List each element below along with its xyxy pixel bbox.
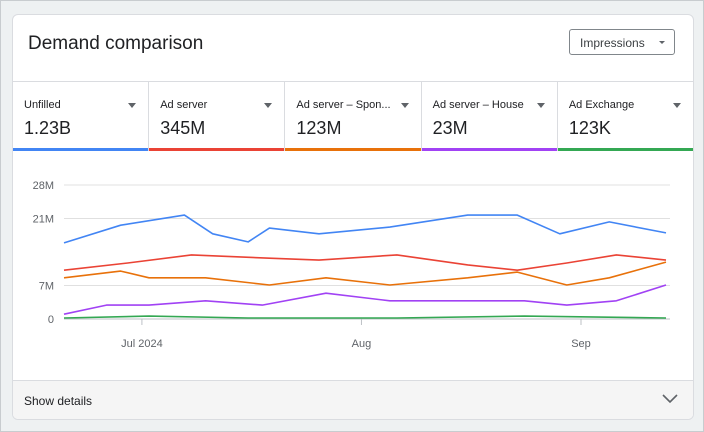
dropdown-arrow-icon[interactable]	[264, 103, 273, 108]
tab-value: 123M	[296, 118, 342, 138]
x-tick-label: Aug	[352, 338, 372, 350]
x-tick-label: Sep	[571, 338, 591, 350]
tab-unfilled[interactable]: Unfilled 1.23B	[13, 82, 150, 151]
tab-label: Ad server – House	[432, 99, 524, 111]
metric-select[interactable]: Impressions	[569, 29, 675, 55]
tab-label: Ad server – Spon...	[296, 99, 391, 111]
tab-ad-server-house[interactable]: Ad server – House 23M	[421, 82, 558, 151]
line-chart: 0 7M 21M 28M Jul 2024 Aug Sep	[33, 180, 670, 350]
series-line-3	[63, 284, 667, 315]
tab-value: 1.23B	[24, 118, 72, 138]
show-details-label: Show details	[24, 394, 93, 408]
demand-tabs: Unfilled 1.23B Ad server 345M Ad server …	[13, 81, 693, 152]
x-tick-label: Jul 2024	[121, 338, 163, 350]
tab-ad-server-sponsorship[interactable]: Ad server – Spon... 123M	[285, 82, 422, 151]
show-details-toggle[interactable]: Show details	[13, 380, 693, 419]
tab-value: 23M	[432, 118, 468, 138]
tab-label: Ad server	[160, 99, 208, 111]
series-color-bar	[149, 148, 285, 151]
tab-value: 123K	[568, 118, 611, 138]
tab-ad-server[interactable]: Ad server 345M	[149, 82, 286, 151]
tab-value: 345M	[160, 118, 206, 138]
series-line-4	[63, 315, 667, 319]
chevron-down-icon[interactable]	[661, 391, 679, 405]
dropdown-arrow-icon[interactable]	[128, 103, 137, 108]
series-line-0	[63, 214, 667, 244]
tab-label: Ad Exchange	[568, 99, 635, 111]
series-color-bar	[557, 148, 693, 151]
series-line-1	[63, 254, 667, 271]
dropdown-arrow-icon[interactable]	[673, 103, 682, 108]
y-tick-label: 21M	[33, 214, 54, 226]
series-color-bar	[285, 148, 421, 151]
dropdown-arrow-icon[interactable]	[400, 103, 409, 108]
tab-label: Unfilled	[24, 99, 61, 111]
dropdown-arrow-icon	[659, 41, 665, 44]
series-color-bar	[13, 148, 149, 151]
demand-comparison-card: Demand comparison Impressions Unfilled 1…	[12, 14, 694, 420]
dropdown-arrow-icon[interactable]	[536, 103, 545, 108]
series-line-2	[63, 261, 667, 286]
metric-select-value: Impressions	[580, 36, 645, 50]
tab-ad-exchange[interactable]: Ad Exchange 123K	[557, 82, 693, 151]
card-title: Demand comparison	[28, 33, 204, 54]
y-tick-label: 28M	[33, 180, 54, 192]
y-tick-label: 7M	[39, 281, 54, 293]
y-tick-label: 0	[48, 314, 54, 326]
series-color-bar	[421, 148, 557, 151]
